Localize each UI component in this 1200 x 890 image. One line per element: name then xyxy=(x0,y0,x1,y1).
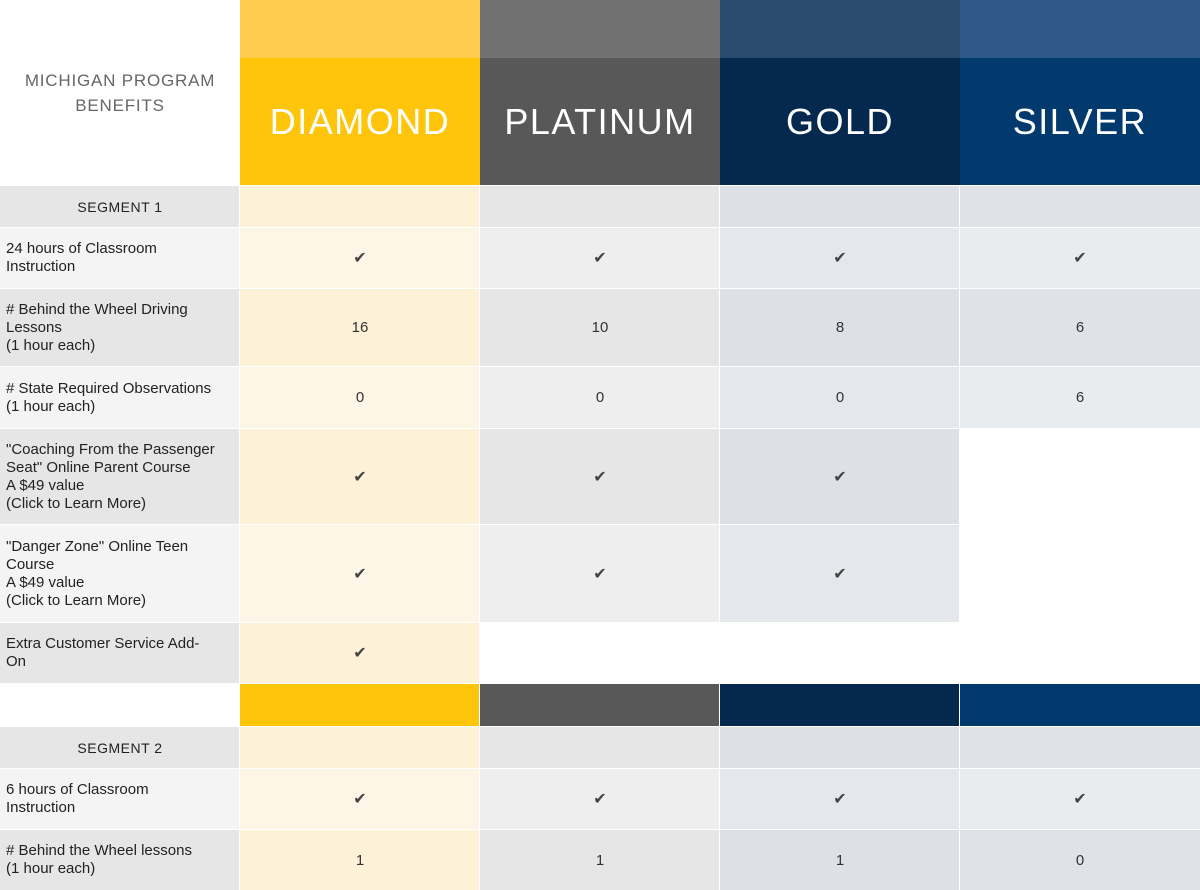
tier-header-top-gold xyxy=(720,0,960,58)
feature-cell-silver: 6 xyxy=(960,289,1200,366)
feature-cell-platinum: ✔ xyxy=(480,769,720,829)
feature-cell-platinum: ✔ xyxy=(480,525,720,622)
check-icon: ✔ xyxy=(353,565,367,583)
check-icon: ✔ xyxy=(353,250,367,267)
tier-header-platinum: PLATINUM xyxy=(480,58,720,185)
feature-value: 1 xyxy=(355,851,365,869)
check-icon: ✔ xyxy=(593,791,607,808)
check-icon: ✔ xyxy=(833,791,847,808)
feature-cell-gold: 1 xyxy=(720,830,960,890)
check-icon: ✔ xyxy=(353,468,367,486)
feature-cell-platinum xyxy=(480,623,720,683)
tier-header-silver: SILVER xyxy=(960,58,1200,185)
check-icon: ✔ xyxy=(833,468,847,486)
feature-cell-gold: ✔ xyxy=(720,525,960,622)
feature-cell-gold xyxy=(720,623,960,683)
feature-cell-platinum: ✔ xyxy=(480,228,720,288)
tier-header-top-platinum xyxy=(480,0,720,58)
check-icon: ✔ xyxy=(353,645,367,662)
segment-cell-silver xyxy=(960,186,1200,227)
feature-value: 10 xyxy=(591,319,609,336)
feature-cell-diamond: ✔ xyxy=(240,769,480,829)
feature-cell-diamond: 1 xyxy=(240,830,480,890)
feature-cell-gold: 8 xyxy=(720,289,960,366)
feature-value: 0 xyxy=(595,389,605,406)
tier-header-top-silver xyxy=(960,0,1200,58)
feature-cell-gold: ✔ xyxy=(720,429,960,524)
check-icon: ✔ xyxy=(593,468,607,486)
segment-label: SEGMENT 2 xyxy=(0,727,240,768)
feature-label: # Behind the Wheel lessons (1 hour each) xyxy=(0,830,240,890)
feature-value: 1 xyxy=(835,851,845,869)
feature-cell-platinum: 0 xyxy=(480,367,720,428)
feature-cell-diamond: ✔ xyxy=(240,429,480,524)
column-divider xyxy=(719,186,720,890)
tier-header-gold: GOLD xyxy=(720,58,960,185)
segment-cell-silver xyxy=(960,727,1200,768)
check-icon: ✔ xyxy=(833,565,847,583)
feature-value: 0 xyxy=(1075,851,1085,869)
segment-label: SEGMENT 1 xyxy=(0,186,240,227)
feature-cell-silver: 0 xyxy=(960,830,1200,890)
feature-value: 6 xyxy=(1075,319,1085,336)
check-icon: ✔ xyxy=(1073,250,1087,267)
feature-cell-silver xyxy=(960,623,1200,683)
feature-label: Extra Customer Service Add- On xyxy=(0,623,240,683)
feature-cell-gold: 0 xyxy=(720,367,960,428)
column-divider xyxy=(239,186,240,890)
tier-band-platinum xyxy=(480,684,720,726)
feature-cell-diamond: ✔ xyxy=(240,525,480,622)
feature-cell-diamond: ✔ xyxy=(240,228,480,288)
feature-label: # Behind the Wheel Driving Lessons (1 ho… xyxy=(0,289,240,366)
feature-label: # State Required Observations (1 hour ea… xyxy=(0,367,240,428)
segment-cell-platinum xyxy=(480,186,720,227)
check-icon: ✔ xyxy=(353,791,367,808)
tier-band-gold xyxy=(720,684,960,726)
feature-value: 8 xyxy=(835,319,845,336)
tier-band-diamond xyxy=(240,684,480,726)
column-divider xyxy=(479,186,480,890)
tier-band-silver xyxy=(960,684,1200,726)
feature-label: 6 hours of Classroom Instruction xyxy=(0,769,240,829)
feature-label: "Coaching From the Passenger Seat" Onlin… xyxy=(0,429,240,524)
feature-cell-silver: ✔ xyxy=(960,228,1200,288)
segment-cell-gold xyxy=(720,727,960,768)
segment-cell-diamond xyxy=(240,186,480,227)
segment-cell-platinum xyxy=(480,727,720,768)
check-icon: ✔ xyxy=(593,250,607,267)
check-icon: ✔ xyxy=(1073,791,1087,808)
feature-value: 16 xyxy=(351,319,369,336)
feature-cell-platinum: ✔ xyxy=(480,429,720,524)
feature-cell-platinum: 10 xyxy=(480,289,720,366)
program-title: MICHIGAN PROGRAM BENEFITS xyxy=(24,70,216,115)
check-icon: ✔ xyxy=(833,250,847,267)
feature-cell-silver xyxy=(960,525,1200,622)
feature-value: 1 xyxy=(595,851,605,869)
segment-cell-diamond xyxy=(240,727,480,768)
feature-cell-platinum: 1 xyxy=(480,830,720,890)
feature-value: 0 xyxy=(355,389,365,406)
feature-cell-diamond: 16 xyxy=(240,289,480,366)
check-icon: ✔ xyxy=(593,565,607,583)
feature-cell-silver: 6 xyxy=(960,367,1200,428)
feature-label: 24 hours of Classroom Instruction xyxy=(0,228,240,288)
tier-header-diamond: DIAMOND xyxy=(240,58,480,185)
feature-cell-diamond: 0 xyxy=(240,367,480,428)
feature-value: 6 xyxy=(1075,389,1085,406)
feature-value: 0 xyxy=(835,389,845,406)
feature-cell-silver xyxy=(960,429,1200,524)
column-divider xyxy=(959,186,960,890)
feature-cell-gold: ✔ xyxy=(720,769,960,829)
band-spacer xyxy=(0,684,240,726)
tier-header-top-diamond xyxy=(240,0,480,58)
feature-label: "Danger Zone" Online Teen Course A $49 v… xyxy=(0,525,240,622)
feature-cell-silver: ✔ xyxy=(960,769,1200,829)
segment-cell-gold xyxy=(720,186,960,227)
feature-cell-diamond: ✔ xyxy=(240,623,480,683)
feature-cell-gold: ✔ xyxy=(720,228,960,288)
